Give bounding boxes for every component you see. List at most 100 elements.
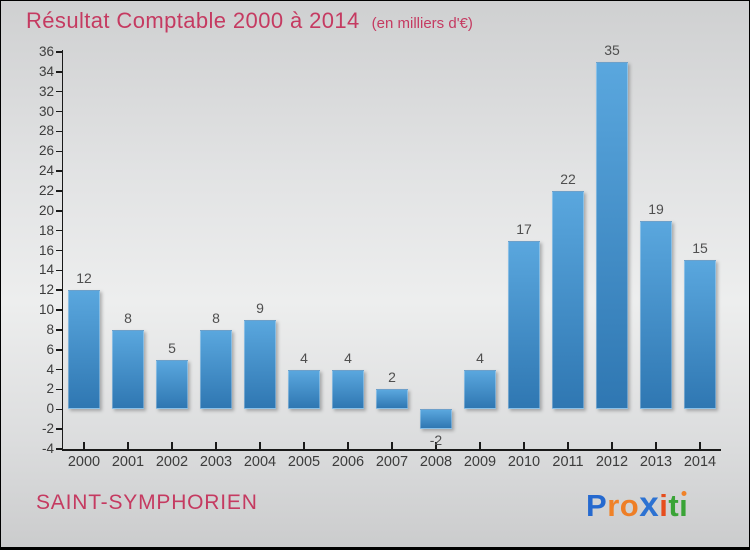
- chart-title: Résultat Comptable 2000 à 2014: [26, 8, 360, 33]
- x-tick-label: 2002: [155, 454, 189, 470]
- bar: [640, 220, 672, 410]
- x-axis-tick: [347, 442, 349, 449]
- bar-value-label: 9: [256, 299, 264, 316]
- y-axis-tick: [55, 309, 62, 311]
- y-axis-tick: [55, 349, 62, 351]
- y-tick-label: 12: [38, 282, 54, 298]
- y-axis-tick: [55, 150, 62, 152]
- x-tick-label: 2006: [331, 454, 365, 470]
- y-tick-label: 0: [46, 401, 54, 417]
- y-axis-tick: [55, 71, 62, 73]
- y-axis-tick: [55, 368, 62, 371]
- chart-header: Résultat Comptable 2000 à 2014 (en milli…: [26, 8, 473, 34]
- y-axis-tick: [55, 428, 62, 430]
- x-axis-tick: [655, 442, 657, 449]
- y-axis-tick: [55, 110, 62, 113]
- proxiti-logo[interactable]: Proxitı: [586, 485, 688, 525]
- y-tick-label: 8: [46, 321, 54, 337]
- x-axis-tick: [259, 442, 261, 449]
- bar: [508, 240, 540, 410]
- x-axis-tick: [479, 442, 481, 449]
- bar-value-label: 19: [648, 200, 664, 217]
- x-tick-label: 2004: [243, 454, 277, 470]
- y-axis-tick: [55, 51, 62, 53]
- y-tick-label: 4: [46, 361, 54, 377]
- y-axis-tick: [55, 408, 62, 411]
- logo-letter: r: [607, 488, 620, 523]
- x-axis-tick: [83, 442, 85, 449]
- y-tick-label: 30: [38, 103, 54, 119]
- x-axis-tick: [435, 442, 437, 449]
- bar-value-label: 15: [692, 240, 708, 257]
- bar: [684, 260, 716, 410]
- x-axis-tick: [215, 442, 217, 449]
- bar: [68, 290, 100, 410]
- logo-letter: i: [659, 488, 669, 523]
- x-tick-label: 2003: [199, 454, 233, 470]
- x-axis-tick: [391, 442, 393, 449]
- x-axis-tick: [127, 442, 129, 449]
- x-tick-label: 2012: [595, 454, 629, 470]
- y-tick-label: 32: [38, 83, 54, 99]
- x-tick-label: 2000: [67, 454, 101, 470]
- logo-letter: x: [639, 485, 660, 524]
- x-axis-tick: [303, 442, 305, 449]
- x-tick-label: 2011: [552, 454, 584, 470]
- y-tick-label: -2: [41, 421, 54, 437]
- chart-subtitle: (en milliers d'€): [371, 15, 473, 32]
- bar-value-label: 12: [76, 270, 92, 287]
- bar: [596, 61, 628, 410]
- x-tick-label: 2010: [507, 454, 541, 470]
- x-tick-label: 2014: [683, 454, 717, 470]
- bar: [112, 329, 144, 410]
- bar: [244, 319, 276, 410]
- bar-value-label: 2: [388, 369, 396, 386]
- bar-value-label: 8: [212, 309, 220, 326]
- x-tick-label: 2007: [375, 454, 409, 470]
- y-tick-label: 18: [38, 222, 54, 238]
- y-axis-tick: [55, 448, 62, 450]
- y-tick-label: 24: [38, 163, 54, 179]
- y-tick-label: 34: [38, 63, 54, 79]
- y-tick-label: 28: [38, 123, 54, 139]
- x-tick-label: 2001: [111, 454, 145, 470]
- logo-letter: P: [586, 488, 608, 523]
- y-tick-label: 10: [38, 302, 54, 318]
- bar: [552, 190, 584, 410]
- x-axis-tick: [523, 442, 525, 449]
- bar-value-label: -2: [429, 432, 443, 449]
- x-tick-label: 2013: [639, 454, 673, 470]
- y-axis-tick: [55, 269, 62, 272]
- x-tick-label: 2005: [287, 454, 321, 470]
- x-tick-label: 2008: [419, 454, 453, 470]
- bar-value-label: 4: [476, 349, 484, 366]
- y-axis-tick: [55, 229, 62, 232]
- x-axis-tick: [611, 442, 613, 449]
- y-axis-tick: [55, 210, 62, 212]
- x-axis-tick: [171, 442, 173, 449]
- y-tick-label: 20: [38, 202, 54, 218]
- bar-value-label: 17: [516, 220, 532, 237]
- y-axis-tick: [55, 249, 62, 252]
- y-tick-label: 6: [46, 341, 54, 357]
- y-axis-tick: [55, 190, 62, 192]
- logo-i-dot: [681, 491, 687, 496]
- y-tick-label: -4: [41, 441, 54, 456]
- x-axis: [61, 449, 721, 451]
- bar-value-label: 22: [560, 170, 576, 187]
- bar: [376, 389, 408, 410]
- y-axis-tick: [55, 90, 62, 93]
- x-axis-tick: [567, 442, 569, 449]
- bar: [200, 329, 232, 410]
- x-axis-tick: [699, 442, 701, 449]
- bar: [420, 409, 452, 430]
- y-tick-label: 2: [46, 381, 54, 397]
- bar-value-label: 5: [168, 339, 176, 356]
- y-tick-label: 14: [38, 262, 54, 278]
- logo-letter: t: [668, 488, 680, 523]
- y-axis: [61, 50, 63, 451]
- logo-letter: ı: [679, 488, 689, 523]
- y-axis-tick: [55, 170, 62, 172]
